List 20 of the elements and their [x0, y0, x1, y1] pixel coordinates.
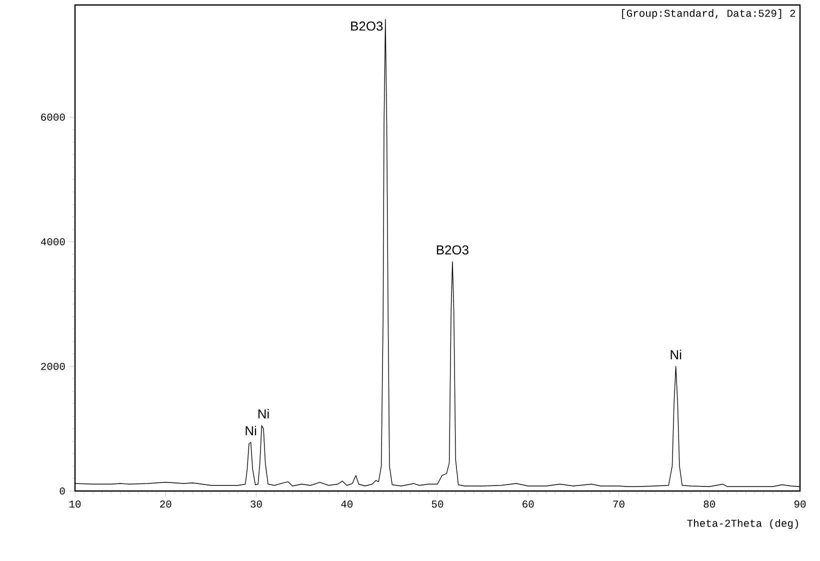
annotation: Ni [246, 426, 256, 436]
x-axis-title: Theta-2Theta (deg) [687, 519, 798, 529]
annotation: B2O3 [351, 22, 383, 31]
x-tick-label: 50 [432, 500, 444, 508]
annotation: Ni [670, 350, 682, 360]
x-tick-label: 80 [704, 500, 715, 508]
y-tick-label: 2000 [41, 362, 65, 370]
x-tick-label: 70 [613, 500, 624, 508]
x-tick-label: 90 [794, 500, 806, 508]
annotation: [Group:Standard, Data:529] 2 [622, 9, 796, 19]
y-tick-label: 6000 [41, 114, 65, 121]
x-tick-label: 20 [160, 500, 172, 508]
y-tick-label: 4000 [40, 238, 65, 246]
x-tick-label: 40 [341, 500, 352, 508]
x-tick-label: 30 [250, 500, 262, 508]
x-tick-label: 10 [69, 500, 81, 508]
y-tick-label: 0 [60, 487, 65, 495]
annotation: Ni [258, 408, 269, 418]
annotation: B2O3 [436, 245, 468, 255]
x-tick-label: 60 [522, 500, 534, 508]
